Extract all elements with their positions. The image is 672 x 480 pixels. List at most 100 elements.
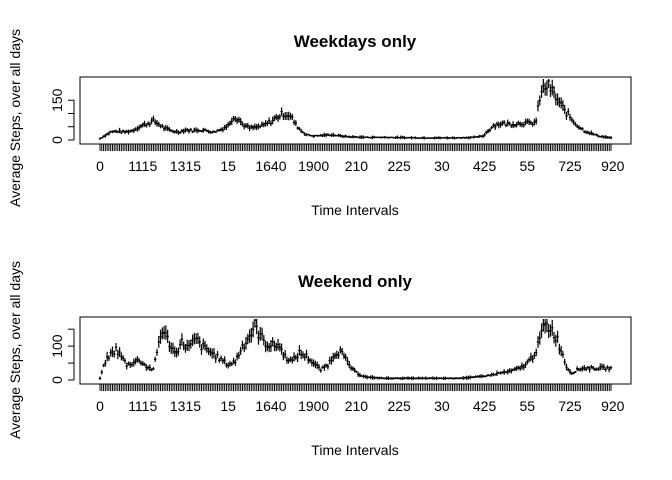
category-box	[184, 343, 187, 353]
category-box	[104, 359, 107, 367]
category-box	[275, 113, 278, 120]
category-box	[567, 367, 570, 372]
category-box	[155, 348, 159, 356]
category-box	[168, 340, 171, 352]
category-box	[301, 131, 305, 134]
category-box	[137, 358, 141, 364]
x-tick-label: 1900	[298, 158, 329, 174]
category-box	[114, 129, 118, 134]
category-box	[600, 134, 604, 138]
category-box	[549, 324, 552, 337]
category-box	[342, 352, 346, 360]
category-box	[565, 363, 568, 371]
category-box	[535, 348, 538, 357]
category-box	[536, 100, 540, 112]
category-box	[502, 120, 506, 125]
category-box	[355, 370, 358, 373]
weekend-x-axis: 0 1115 1315 15 1640 1900 210 225 30 425 55 725 920	[96, 383, 625, 414]
category-box	[312, 134, 315, 138]
category-box	[563, 104, 566, 115]
category-box	[499, 121, 502, 128]
y-tick-label: 0	[49, 376, 65, 384]
category-box	[107, 355, 111, 361]
weekend-panel: Weekend only Time Intervals Average Step…	[7, 261, 632, 458]
category-box	[289, 112, 292, 120]
category-box	[230, 117, 233, 126]
category-box	[524, 361, 527, 369]
category-box	[225, 123, 228, 131]
category-box	[221, 358, 225, 364]
category-box	[358, 373, 362, 378]
category-box	[494, 123, 497, 130]
category-box	[118, 127, 121, 134]
category-box	[538, 95, 541, 106]
category-box	[494, 373, 497, 376]
category-box	[152, 367, 155, 371]
category-box	[125, 129, 128, 133]
category-box	[180, 128, 184, 133]
category-box	[162, 126, 166, 132]
category-box	[305, 349, 308, 359]
category-box	[203, 128, 207, 132]
category-box	[570, 117, 574, 123]
x-tick-label: 425	[473, 158, 497, 174]
category-box	[246, 333, 249, 345]
category-box	[344, 134, 347, 138]
category-box	[572, 371, 575, 375]
category-box	[586, 365, 590, 370]
category-box	[148, 364, 152, 371]
category-box	[332, 352, 335, 363]
category-box	[296, 126, 299, 130]
category-box	[241, 121, 244, 127]
category-box	[186, 127, 189, 132]
category-box	[535, 117, 538, 125]
category-box	[590, 364, 593, 369]
x-tick-label: 0	[96, 398, 104, 414]
category-box	[146, 121, 150, 126]
category-box	[303, 353, 306, 361]
category-box	[590, 130, 593, 136]
weekend-marks	[98, 319, 613, 380]
category-box	[234, 115, 237, 122]
weekend-ylabel: Average Steps, over all days	[7, 261, 23, 439]
category-box	[143, 362, 146, 367]
category-box	[207, 347, 210, 355]
category-box	[182, 128, 185, 135]
category-box	[253, 319, 257, 328]
category-box	[255, 319, 258, 335]
category-box	[223, 356, 226, 365]
category-box	[575, 124, 579, 129]
category-box	[324, 133, 328, 138]
category-box	[141, 360, 144, 367]
category-box	[248, 329, 251, 343]
category-box	[255, 124, 258, 131]
category-box	[586, 130, 590, 135]
category-box	[209, 347, 212, 357]
category-box	[283, 350, 287, 359]
y-tick-label: 100	[49, 334, 65, 358]
category-box	[271, 337, 274, 347]
category-box	[218, 358, 221, 363]
x-tick-label: 30	[434, 158, 450, 174]
category-box	[287, 357, 290, 364]
category-box	[123, 130, 127, 135]
category-box	[522, 122, 525, 128]
category-box	[118, 347, 121, 358]
weekend-xlabel: Time Intervals	[311, 442, 398, 458]
category-box	[319, 368, 322, 373]
category-box	[504, 123, 508, 128]
category-box	[351, 366, 355, 371]
category-box	[266, 120, 269, 127]
category-box	[348, 361, 351, 369]
category-box	[276, 114, 280, 122]
category-box	[511, 121, 515, 129]
category-box	[591, 366, 595, 370]
category-box	[207, 129, 210, 134]
x-tick-label: 210	[345, 158, 369, 174]
category-box	[221, 127, 225, 133]
category-box	[166, 329, 169, 343]
category-box	[120, 130, 123, 135]
category-box	[132, 358, 136, 367]
category-box	[485, 375, 488, 378]
category-box	[332, 132, 335, 138]
